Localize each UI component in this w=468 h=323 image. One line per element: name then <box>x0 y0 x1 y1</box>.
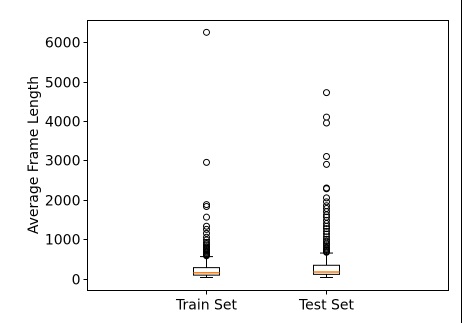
outlier-point <box>323 160 330 168</box>
outlier-point <box>323 185 330 193</box>
outlier-point <box>203 213 210 221</box>
outlier-point <box>203 225 210 233</box>
outlier-point <box>323 89 330 97</box>
outlier-point <box>323 119 330 127</box>
outlier-point <box>203 229 210 237</box>
outlier-point <box>323 198 330 206</box>
y-axis-label: Average Frame Length <box>26 76 42 234</box>
image-edge-right <box>461 0 462 323</box>
outlier-point <box>203 201 210 209</box>
outlier-point <box>203 28 210 36</box>
x-tick-label: Train Set <box>175 298 238 314</box>
outlier-point <box>323 194 330 202</box>
outlier-point <box>203 158 210 166</box>
outlier-point <box>323 230 330 238</box>
outlier-point <box>323 219 330 227</box>
y-tick-label: 2000 <box>45 194 81 210</box>
y-tick-label: 4000 <box>45 115 81 131</box>
outlier-point <box>323 222 330 230</box>
outlier-point <box>323 113 330 121</box>
plot-area <box>87 20 449 291</box>
y-axis: 0 1000 2000 3000 4000 5000 6000 <box>45 36 88 289</box>
outlier-point <box>323 237 330 245</box>
y-tick-label: 3000 <box>45 154 81 170</box>
y-tick-label: 1000 <box>45 233 81 249</box>
y-tick-label: 6000 <box>45 36 81 52</box>
outlier-point <box>323 248 330 256</box>
x-axis: Train Set Test Set <box>175 290 355 314</box>
outlier-point <box>203 222 210 230</box>
iqr-box <box>313 264 340 275</box>
y-tick-label: 0 <box>72 273 81 289</box>
boxes-group <box>193 28 340 278</box>
x-tick-label: Test Set <box>298 298 355 314</box>
outlier-point <box>203 252 210 260</box>
outlier-point <box>203 203 210 211</box>
plot-frame <box>87 20 449 291</box>
box-1 <box>193 28 220 278</box>
outlier-point <box>323 152 330 160</box>
y-tick-label: 5000 <box>45 76 81 92</box>
outlier-point <box>203 233 210 241</box>
box-2 <box>313 89 340 278</box>
iqr-box <box>193 267 220 276</box>
